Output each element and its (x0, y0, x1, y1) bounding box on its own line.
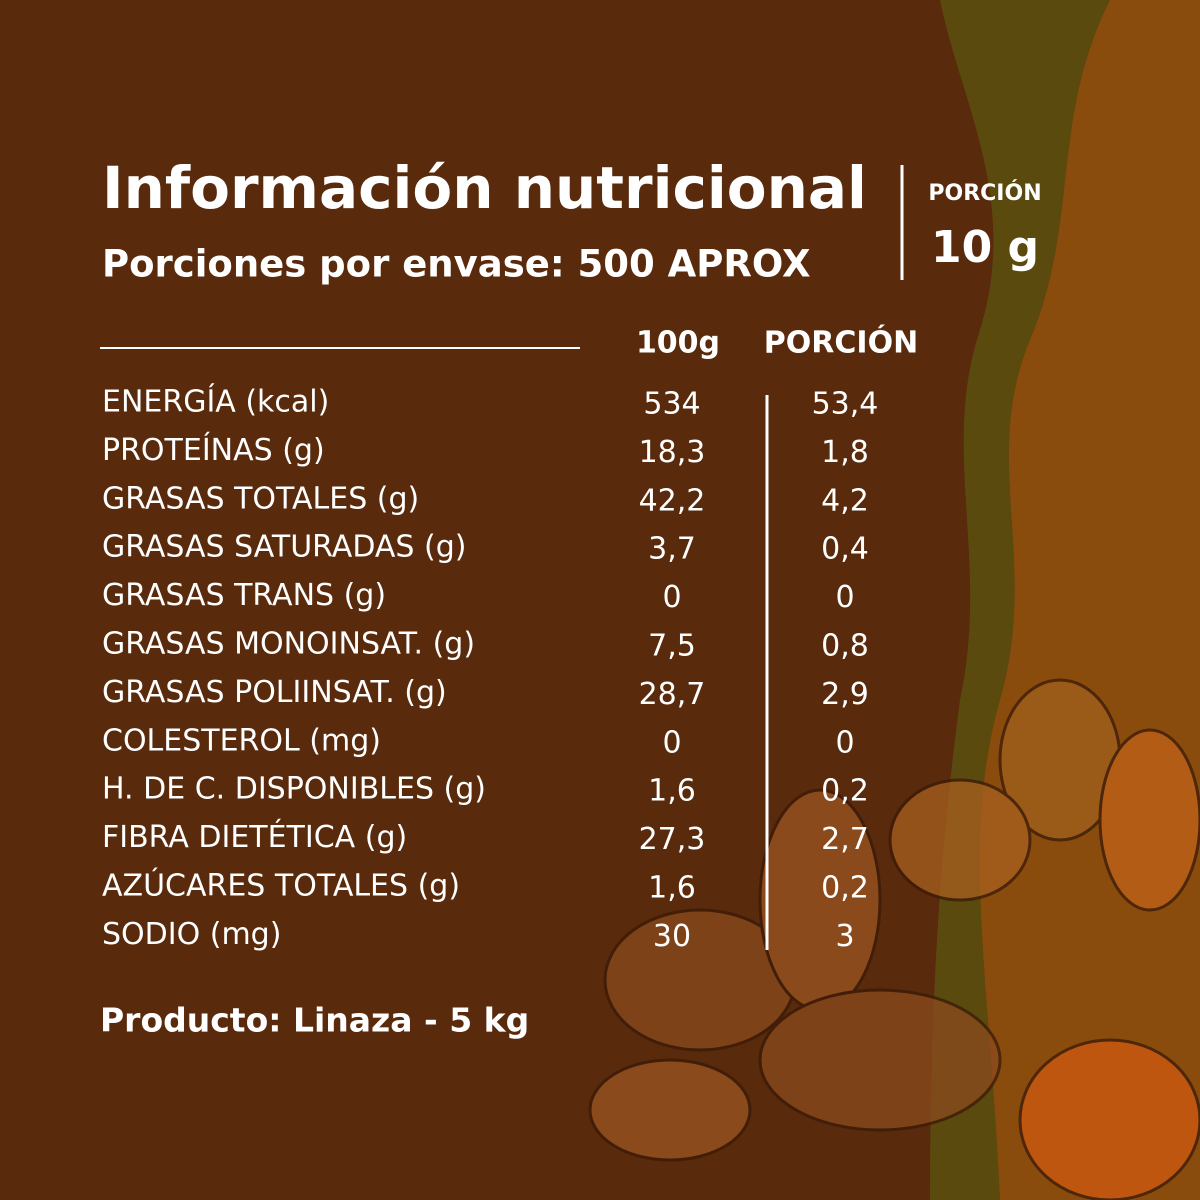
value-portion: 0 (835, 725, 854, 760)
table-body: ENERGÍA (kcal) 534 53,4 PROTEÍNAS (g) 18,3 1,… (102, 384, 878, 954)
value-100g: 42,2 (639, 483, 706, 518)
value-portion: 53,4 (812, 387, 879, 422)
row-label: FIBRA DIETÉTICA (g) (102, 819, 407, 855)
row-label: SODIO (mg) (102, 917, 281, 952)
value-portion: 1,8 (821, 435, 869, 470)
value-100g: 27,3 (639, 822, 706, 857)
row-label: ENERGÍA (kcal) (102, 384, 329, 420)
column-header: PORCIÓN (764, 324, 918, 361)
value-portion: 0,2 (821, 871, 869, 906)
value-100g: 28,7 (639, 677, 706, 712)
value-portion: 4,2 (821, 483, 869, 518)
value-100g: 0 (662, 725, 681, 760)
row-label: GRASAS SATURADAS (g) (102, 530, 466, 565)
portion-size: 10 g (931, 222, 1039, 273)
value-100g: 7,5 (648, 629, 696, 664)
value-portion: 2,9 (821, 677, 869, 712)
row-label: COLESTEROL (mg) (102, 723, 381, 758)
row-label: H. DE C. DISPONIBLES (g) (102, 772, 486, 807)
row-label: GRASAS TOTALES (g) (102, 481, 419, 516)
value-100g: 30 (653, 919, 691, 954)
value-portion: 0 (835, 580, 854, 615)
flower-illustration (588, 678, 1200, 1200)
value-100g: 1,6 (648, 774, 696, 809)
value-100g: 1,6 (648, 871, 696, 906)
row-label: GRASAS MONOINSAT. (g) (102, 627, 475, 662)
column-header: 100g (636, 326, 720, 361)
value-portion: 0,2 (821, 774, 869, 809)
value-portion: 2,7 (821, 822, 869, 857)
row-label: PROTEÍNAS (g) (102, 432, 325, 468)
value-portion: 0,4 (821, 532, 869, 567)
value-100g: 3,7 (648, 532, 696, 567)
portion-label: PORCIÓN (928, 180, 1041, 206)
footer: Producto: Linaza - 5 kg (100, 1001, 529, 1040)
value-100g: 0 (662, 580, 681, 615)
value-portion: 3 (835, 919, 854, 954)
row-label: GRASAS TRANS (g) (102, 578, 386, 613)
value-portion: 0,8 (821, 629, 869, 664)
value-100g: 534 (643, 387, 700, 422)
row-label: AZÚCARES TOTALES (g) (102, 867, 460, 904)
title: Información nutricional (102, 154, 867, 222)
servings: Porciones por envase: 500 APROX (102, 243, 811, 286)
row-label: GRASAS POLIINSAT. (g) (102, 675, 447, 710)
value-100g: 18,3 (639, 435, 706, 470)
